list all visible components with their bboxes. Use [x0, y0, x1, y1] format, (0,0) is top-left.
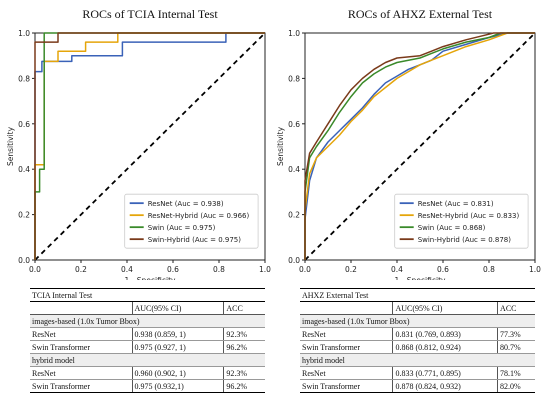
tcia-y-tick-label: 0.6: [18, 120, 30, 129]
ahxz-y-tick-label: 0.2: [288, 211, 300, 220]
roc-figure: ROCs of TCIA Internal Test0.00.00.20.20.…: [6, 7, 541, 280]
tcia-x-tick-label: 0.2: [75, 265, 87, 274]
ahxz-legend-label: ResNet (Auc = 0.831): [418, 200, 494, 208]
tcia-results-table-wrapper: TCIA Internal Test AUC(95% CI) ACC image…: [30, 288, 265, 393]
tcia-y-tick-label: 0.4: [18, 165, 30, 174]
auc-cell: 0.975 (0.927, 1): [131, 340, 224, 354]
ahxz-series-line-4: [304, 32, 535, 260]
ahxz-y-tick-label: 0.8: [288, 74, 300, 83]
tcia-legend-box: [124, 193, 259, 249]
ahxz-series-line-2: [304, 32, 535, 260]
header-cell: ACC: [497, 301, 535, 315]
acc-cell: 92.3%: [223, 366, 265, 380]
tcia-y-tick-label: 0.2: [18, 211, 30, 220]
group-label: hybrid model: [300, 353, 535, 367]
model-cell: ResNet: [300, 327, 393, 341]
ahxz-legend-box: [394, 193, 529, 249]
ahxz-results-table: AHXZ External Test AUC(95% CI) ACC image…: [300, 288, 535, 393]
ahxz-y-tick-label: 1.0: [288, 29, 300, 38]
ahxz-y-tick-label: 0.4: [288, 165, 300, 174]
tcia-x-tick-label: 0.0: [29, 265, 41, 274]
auc-cell: 0.831 (0.769, 0.893): [392, 327, 498, 341]
tcia-legend-label: ResNet-Hybrid (Auc = 0.966): [148, 212, 250, 220]
tcia-x-tick-label: 0.4: [121, 265, 133, 274]
acc-cell: 77.3%: [497, 327, 535, 341]
ahxz-legend-label: Swin (Auc = 0.868): [418, 224, 486, 232]
table-title: AHXZ External Test: [300, 288, 535, 302]
tcia-series-line-2: [34, 32, 265, 260]
ahxz-y-tick-label: 0.0: [288, 256, 300, 265]
model-cell: Swin Transformer: [30, 379, 132, 393]
acc-cell: 82.0%: [497, 379, 535, 393]
model-cell: Swin Transformer: [30, 340, 132, 354]
auc-cell: 0.878 (0.824, 0.932): [392, 379, 498, 393]
header-cell: AUC(95% CI): [392, 301, 498, 315]
ahxz-legend-label: ResNet-Hybrid (Auc = 0.833): [418, 212, 520, 220]
tcia-y-axis-label: Sensitivity: [6, 126, 15, 166]
model-cell: ResNet: [30, 366, 132, 380]
tcia-legend-label: ResNet (Auc = 0.938): [148, 200, 224, 208]
tcia-x-tick-label: 1.0: [259, 265, 271, 274]
auc-cell: 0.960 (0.902, 1): [131, 366, 224, 380]
ahxz-x-tick-label: 0.2: [345, 265, 357, 274]
model-cell: Swin Transformer: [300, 340, 393, 354]
model-cell: Swin Transformer: [300, 379, 393, 393]
acc-cell: 78.1%: [497, 366, 535, 380]
ahxz-series-line-3: [304, 32, 535, 260]
ahxz-x-tick-label: 0.0: [299, 265, 311, 274]
tcia-series-line-1: [34, 32, 265, 260]
group-label: images-based (1.0x Tumor Bbox): [30, 314, 265, 328]
ahxz-x-tick-label: 0.4: [391, 265, 403, 274]
ahxz-x-axis-label: 1 - Specificity: [395, 276, 446, 280]
model-cell: ResNet: [30, 327, 132, 341]
ahxz-x-tick-label: 0.6: [437, 265, 449, 274]
tcia-x-tick-label: 0.8: [213, 265, 225, 274]
tcia-y-tick-label: 0.8: [18, 74, 30, 83]
table-title: TCIA Internal Test: [30, 288, 265, 302]
tcia-legend-label: Swin (Auc = 0.975): [148, 224, 216, 232]
acc-cell: 80.7%: [497, 340, 535, 354]
ahxz-chart-title: ROCs of AHXZ External Test: [348, 7, 493, 21]
model-cell: ResNet: [300, 366, 393, 380]
header-cell: [30, 301, 132, 315]
ahxz-x-tick-label: 1.0: [529, 265, 541, 274]
tcia-y-tick-label: 1.0: [18, 29, 30, 38]
acc-cell: 96.2%: [223, 379, 265, 393]
acc-cell: 92.3%: [223, 327, 265, 341]
ahxz-y-tick-label: 0.6: [288, 120, 300, 129]
ahxz-results-table-wrapper: AHXZ External Test AUC(95% CI) ACC image…: [300, 288, 535, 393]
ahxz-x-tick-label: 0.8: [483, 265, 495, 274]
ahxz-legend-label: Swin-Hybrid (Auc = 0.878): [418, 236, 512, 244]
tcia-chart-title: ROCs of TCIA Internal Test: [82, 7, 218, 21]
group-label: images-based (1.0x Tumor Bbox): [300, 314, 535, 328]
auc-cell: 0.833 (0.771, 0.895): [392, 366, 498, 380]
header-cell: ACC: [223, 301, 265, 315]
tcia-series-line-4: [34, 32, 265, 260]
tcia-results-table: TCIA Internal Test AUC(95% CI) ACC image…: [30, 288, 265, 393]
auc-cell: 0.975 (0.932,1): [131, 379, 224, 393]
tcia-y-tick-label: 0.0: [18, 256, 30, 265]
auc-cell: 0.938 (0.859, 1): [131, 327, 224, 341]
group-label: hybrid model: [30, 353, 265, 367]
acc-cell: 96.2%: [223, 340, 265, 354]
tcia-x-tick-label: 0.6: [167, 265, 179, 274]
ahxz-y-axis-label: Sensitivity: [276, 126, 285, 166]
header-cell: [300, 301, 393, 315]
tcia-legend-label: Swin-Hybrid (Auc = 0.975): [148, 236, 242, 244]
header-cell: AUC(95% CI): [131, 301, 224, 315]
auc-cell: 0.868 (0.812, 0.924): [392, 340, 498, 354]
tcia-x-axis-label: 1 - Specificity: [125, 276, 176, 280]
